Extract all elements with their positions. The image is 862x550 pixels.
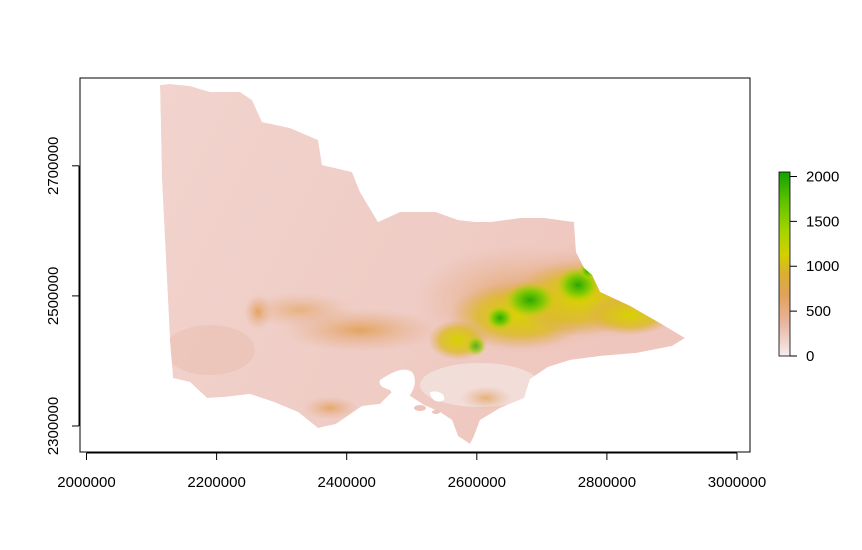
x-tick-label: 2400000 <box>317 474 375 491</box>
legend-tick-label: 1500 <box>806 213 839 230</box>
legend-tick-label: 500 <box>806 303 831 320</box>
x-tick-label: 2600000 <box>448 474 506 491</box>
y-tick-label: 2300000 <box>45 397 62 455</box>
legend: 0 500 1000 1500 2000 <box>778 168 839 365</box>
x-tick-label: 2800000 <box>578 474 636 491</box>
y-tick-label: 2500000 <box>45 267 62 325</box>
y-axis: 2300000 2500000 2700000 <box>45 137 80 455</box>
x-axis: 2000000 2200000 2400000 2600000 2800000 30000… <box>57 452 766 491</box>
legend-tick-label: 0 <box>806 348 814 365</box>
x-tick-label: 3000000 <box>708 474 766 491</box>
elevation-raster <box>160 84 685 444</box>
legend-tick-label: 1000 <box>806 258 839 275</box>
x-tick-label: 2000000 <box>57 474 115 491</box>
legend-tick-label: 2000 <box>806 168 839 185</box>
x-tick-label: 2200000 <box>187 474 245 491</box>
plot-frame <box>79 77 751 453</box>
legend-colorbar <box>778 171 791 357</box>
island <box>432 410 440 414</box>
island <box>414 405 426 411</box>
legend-ticks: 0 500 1000 1500 2000 <box>790 168 839 365</box>
y-tick-label: 2700000 <box>45 137 62 195</box>
